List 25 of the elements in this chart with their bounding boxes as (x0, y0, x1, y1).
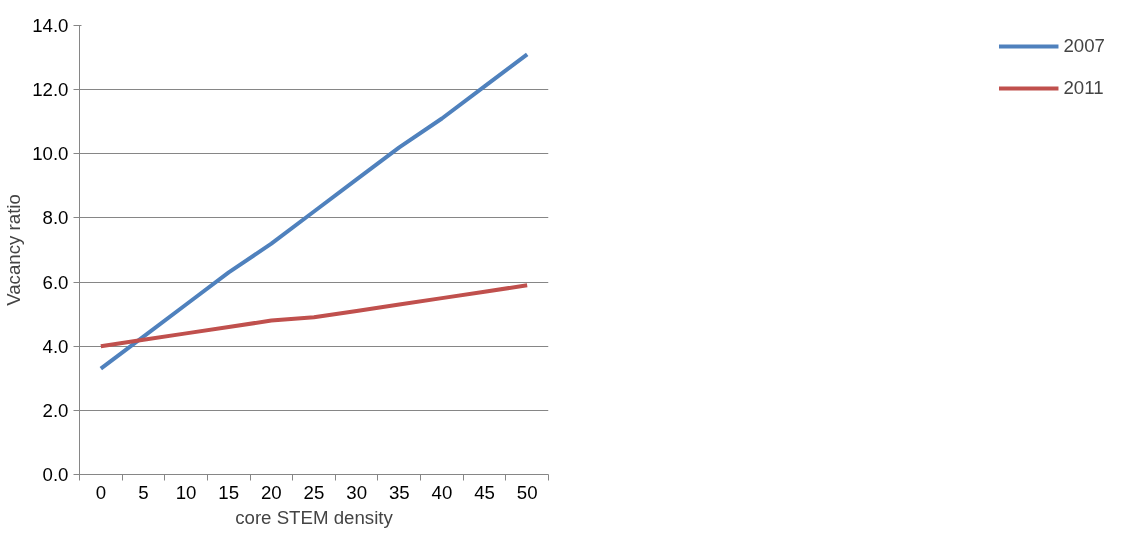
y-tick-label: 0.0 (42, 464, 69, 485)
x-tick-label: 15 (218, 481, 240, 503)
y-tick-label: 10.0 (32, 143, 69, 165)
x-tick-label: 25 (303, 481, 325, 503)
x-tick-label: 45 (474, 481, 495, 503)
y-tick-label: 14.0 (32, 15, 69, 36)
x-axis-title: core STEM density (235, 506, 394, 528)
x-tick-label: 0 (95, 481, 107, 503)
y-tick-label: 12.0 (32, 79, 69, 101)
legend-label: 2011 (1063, 77, 1104, 99)
x-tick-label: 30 (346, 481, 368, 503)
y-axis-title: Vacancy ratio (3, 194, 25, 306)
line-series (98, 283, 530, 349)
x-tick-label: 10 (175, 481, 197, 503)
y-tick-label: 8.0 (42, 207, 69, 229)
line-series (98, 52, 530, 371)
x-tick-label: 35 (388, 481, 410, 503)
y-tick-label: 6.0 (42, 271, 69, 293)
x-tick-label: 40 (431, 481, 453, 503)
legend-label: 2007 (1063, 35, 1105, 57)
x-tick-label: 50 (516, 481, 538, 503)
y-tick-label: 4.0 (42, 335, 69, 357)
x-tick-label: 5 (138, 481, 149, 503)
x-tick-label: 20 (260, 481, 282, 503)
y-tick-label: 2.0 (42, 399, 69, 421)
